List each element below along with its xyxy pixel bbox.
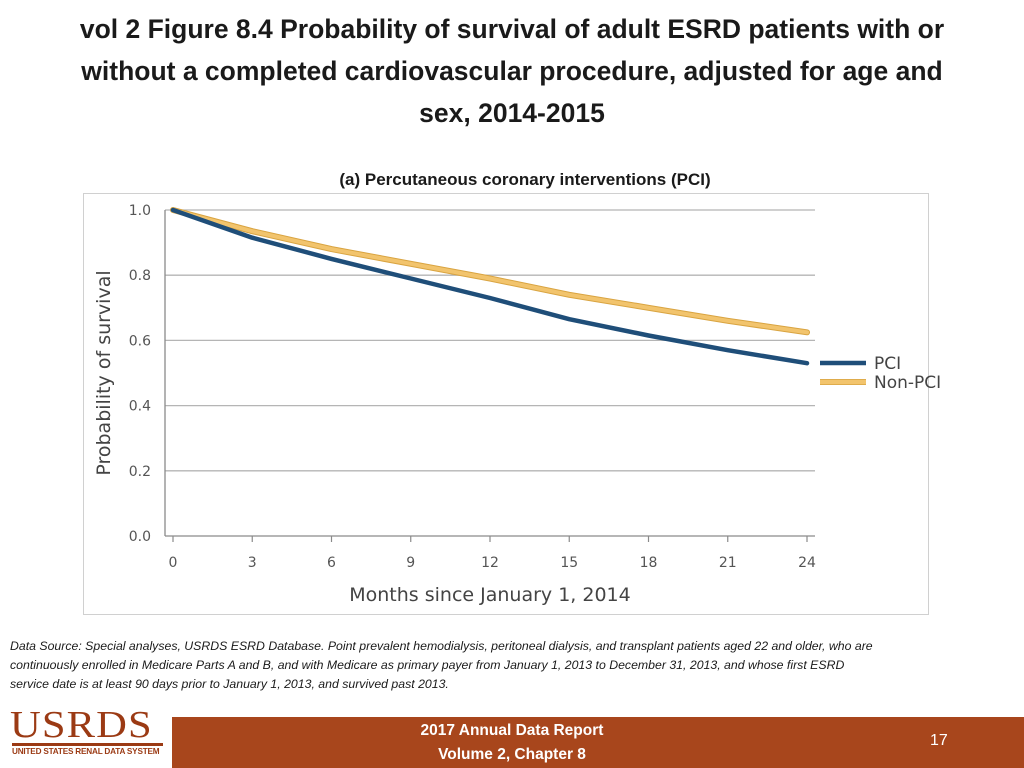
title-line-1: vol 2 Figure 8.4 Probability of survival…: [79, 14, 945, 44]
page-number: 17: [930, 732, 948, 749]
title-line-2: without a completed cardiovascular proce…: [81, 56, 943, 86]
x-tick-label: 9: [406, 555, 415, 571]
footer-report-volume: Volume 2, Chapter 8: [438, 746, 586, 763]
footer-report-title: 2017 Annual Data Report: [420, 722, 604, 739]
x-tick-label: 12: [481, 555, 499, 571]
x-tick-label: 18: [640, 555, 658, 571]
data-source-note: Data Source: Special analyses, USRDS ESR…: [10, 637, 1010, 694]
y-tick-label: 0.2: [129, 464, 151, 480]
source-line-1: Data Source: Special analyses, USRDS ESR…: [10, 639, 873, 653]
chart-title: (a) Percutaneous coronary interventions …: [339, 170, 711, 189]
series-line-outline-non-pci: [170, 207, 810, 336]
usrds-logo-rule: [12, 743, 163, 746]
title-line-3: sex, 2014-2015: [419, 98, 605, 128]
x-tick-label: 3: [248, 555, 257, 571]
x-tick-label: 24: [798, 555, 816, 571]
survival-chart: 0.0 0.2 0.4 0.6 0.8 1.0 0 3 6 9 12 15 18 21 24 Months s…: [93, 203, 941, 606]
y-tick-label: 0.0: [129, 529, 151, 545]
usrds-logo: [0, 700, 172, 768]
x-axis-label: Months since January 1, 2014: [349, 584, 630, 606]
source-line-3: service date is at least 90 days prior t…: [10, 677, 449, 691]
x-tick-label: 6: [327, 555, 336, 571]
chart-frame: [83, 193, 929, 615]
series-line-pci: [170, 207, 810, 366]
legend-label-pci: PCI: [874, 354, 901, 374]
y-tick-label: 0.6: [129, 333, 151, 349]
x-tick-label: 0: [169, 555, 178, 571]
y-tick-label: 1.0: [129, 203, 151, 219]
x-tick-label: 21: [719, 555, 737, 571]
footer-report-info: 2017 Annual Data Report Volume 2, Chapte…: [360, 719, 664, 767]
usrds-logo-text: USRDS: [10, 704, 153, 746]
y-tick-label: 0.4: [129, 399, 151, 415]
x-tick-label: 15: [560, 555, 578, 571]
usrds-logo-subtitle: UNITED STATES RENAL DATA SYSTEM: [12, 747, 160, 756]
y-tick-label: 0.8: [129, 268, 151, 284]
y-axis-label: Probability of survival: [93, 270, 115, 475]
source-line-2: continuously enrolled in Medicare Parts …: [10, 658, 845, 672]
slide-title: vol 2 Figure 8.4 Probability of survival…: [0, 8, 1024, 134]
legend-label-non-pci: Non-PCI: [874, 373, 941, 393]
series-line-non-pci: [171, 208, 809, 335]
